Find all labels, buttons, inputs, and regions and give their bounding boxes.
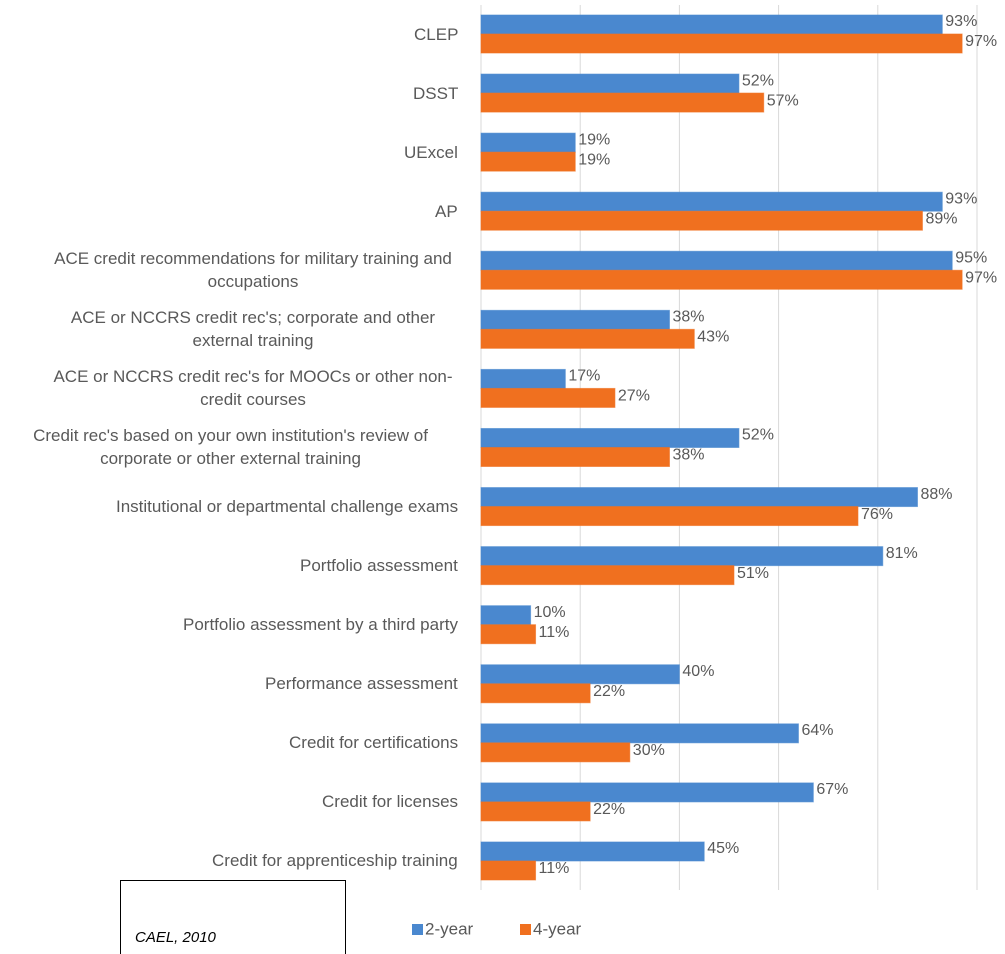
value-label: 17% (568, 368, 600, 385)
source-box: CAEL, 2010 (120, 880, 346, 954)
bar (480, 132, 576, 153)
value-label: 10% (534, 604, 566, 621)
value-label: 43% (697, 329, 729, 346)
bar (480, 427, 740, 448)
bar (480, 14, 943, 35)
y-tick-label: CLEP (414, 24, 459, 44)
y-tick-label: Credit rec's based on your own instituti… (33, 426, 428, 469)
source: CAEL, 2010 (135, 929, 216, 946)
value-label: 27% (618, 388, 650, 405)
value-label: 52% (742, 427, 774, 444)
legend-label: 2-year (425, 919, 474, 938)
y-tick-label: Institutional or departmental challenge … (116, 497, 459, 517)
bar (480, 506, 859, 527)
bar (480, 624, 537, 645)
bar (480, 151, 576, 172)
bar (480, 446, 670, 467)
value-label: 97% (965, 269, 997, 286)
value-label: 30% (633, 742, 665, 759)
bar (480, 269, 963, 290)
bar (480, 723, 799, 744)
y-tick-label: Credit for licenses (322, 792, 459, 812)
value-label: 93% (945, 13, 977, 30)
bar (480, 546, 884, 567)
bar (480, 191, 943, 212)
value-label: 38% (672, 309, 704, 326)
value-label: 19% (578, 151, 610, 168)
legend-swatch (412, 924, 423, 935)
value-label: 22% (593, 801, 625, 818)
value-label: 93% (945, 190, 977, 207)
legend-swatch (520, 924, 531, 935)
bar (480, 801, 591, 822)
bar (480, 860, 537, 881)
y-tick-label: Credit for certifications (289, 733, 459, 753)
legend-label: 4-year (533, 919, 582, 938)
value-label: 64% (801, 722, 833, 739)
value-label: 95% (955, 249, 987, 266)
bar (480, 742, 631, 763)
value-label: 97% (965, 33, 997, 50)
bar (480, 309, 670, 330)
bar (480, 387, 616, 408)
y-tick-label: ACE or NCCRS credit rec's for MOOCs or o… (53, 367, 453, 410)
y-tick-label: DSST (413, 83, 459, 103)
y-tick-label: Performance assessment (265, 674, 458, 694)
bar (480, 73, 740, 94)
value-label: 76% (861, 506, 893, 523)
value-label: 67% (816, 781, 848, 798)
y-tick-label: ACE or NCCRS credit rec's; corporate and… (70, 308, 436, 351)
bar (480, 565, 735, 586)
y-tick-label: Portfolio assessment by a third party (183, 615, 458, 635)
bar (480, 33, 963, 54)
bar (480, 487, 918, 508)
y-tick-label: UExcel (404, 142, 458, 162)
bar (480, 664, 680, 685)
y-tick-label: AP (435, 201, 458, 221)
value-label: 57% (767, 92, 799, 109)
y-tick-label: ACE credit recommendations for military … (54, 249, 452, 292)
bar (480, 368, 566, 389)
y-tick-label: Credit for apprenticeship training (212, 851, 458, 871)
value-label: 11% (539, 860, 570, 877)
value-label: 89% (925, 210, 957, 227)
bar (480, 683, 591, 704)
bar (480, 92, 765, 113)
y-tick-label: Portfolio assessment (300, 556, 458, 576)
value-label: 22% (593, 683, 625, 700)
value-label: 19% (578, 131, 610, 148)
bar (480, 210, 923, 231)
value-label: 81% (886, 545, 918, 562)
value-label: 45% (707, 840, 739, 857)
value-label: 52% (742, 72, 774, 89)
value-label: 40% (682, 663, 714, 680)
bar (480, 328, 695, 349)
bar (480, 250, 953, 271)
value-label: 51% (737, 565, 769, 582)
value-label: 38% (672, 447, 704, 464)
bar (480, 605, 532, 626)
value-label: 11% (539, 624, 570, 641)
value-label: 88% (920, 486, 952, 503)
bar (480, 782, 814, 803)
bar (480, 841, 705, 862)
